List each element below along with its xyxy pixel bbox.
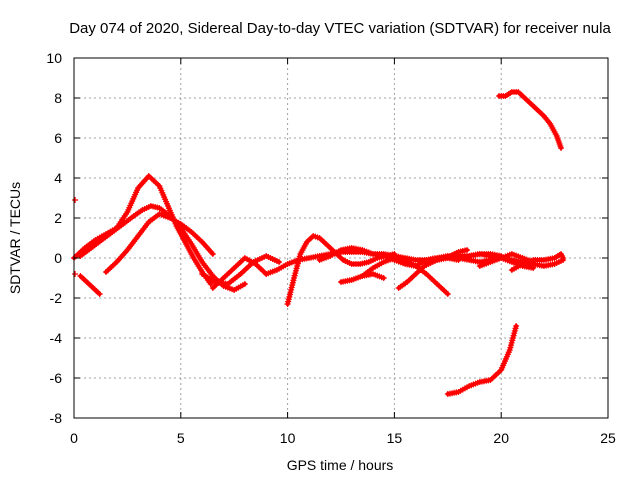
x-ticks: 0 5 10 15 20 25: [70, 58, 616, 446]
x-tick-label: 20: [493, 430, 509, 446]
x-tick-label: 10: [280, 430, 296, 446]
plot-frame: [73, 57, 609, 419]
data-point: [207, 281, 214, 287]
data-point: [530, 259, 537, 265]
x-tick-label: 15: [387, 430, 403, 446]
data-point: [560, 255, 567, 261]
data-point: [558, 145, 565, 151]
series-arc-16: [476, 251, 537, 269]
data-point: [444, 291, 451, 297]
data-point: [96, 291, 103, 297]
data-point: [241, 281, 248, 287]
series-arc-11: [359, 255, 451, 297]
series-arc-17: [444, 323, 520, 397]
data-point: [513, 323, 520, 329]
y-tick-label: -4: [50, 330, 63, 346]
y-tick-label: 0: [54, 250, 62, 266]
y-ticks: -8 -6 -4 -2 0 2 4 6 8 10: [46, 50, 608, 426]
data-point: [380, 275, 387, 281]
data-point: [464, 247, 471, 253]
x-axis-label: GPS time / hours: [287, 457, 394, 473]
x-tick-label: 0: [70, 430, 78, 446]
y-tick-label: 4: [54, 170, 62, 186]
y-tick-label: -8: [50, 410, 63, 426]
y-tick-label: 8: [54, 90, 62, 106]
x-tick-label: 5: [177, 430, 185, 446]
y-tick-label: -2: [50, 290, 63, 306]
series-arc-6: [199, 253, 283, 287]
chart-title: Day 074 of 2020, Sidereal Day-to-day VTE…: [69, 20, 611, 37]
data-point: [72, 197, 79, 203]
grid: [74, 58, 608, 418]
y-axis-label: SDTVAR / TECUs: [7, 182, 23, 294]
data-point: [72, 271, 79, 277]
y-tick-label: -6: [50, 370, 63, 386]
y-tick-label: 6: [54, 130, 62, 146]
series-arc-18: [496, 89, 565, 151]
y-tick-label: 10: [46, 50, 62, 66]
series-arc-4: [77, 273, 103, 297]
series-arc-2: [103, 211, 216, 275]
data-point: [209, 251, 216, 257]
x-tick-label: 25: [600, 430, 616, 446]
series-arc-3: [71, 173, 214, 287]
data-point: [276, 259, 283, 265]
y-tick-label: 2: [54, 210, 62, 226]
data-points: [71, 89, 567, 397]
series-arc-15: [508, 251, 567, 273]
series-isolated: [72, 197, 79, 277]
